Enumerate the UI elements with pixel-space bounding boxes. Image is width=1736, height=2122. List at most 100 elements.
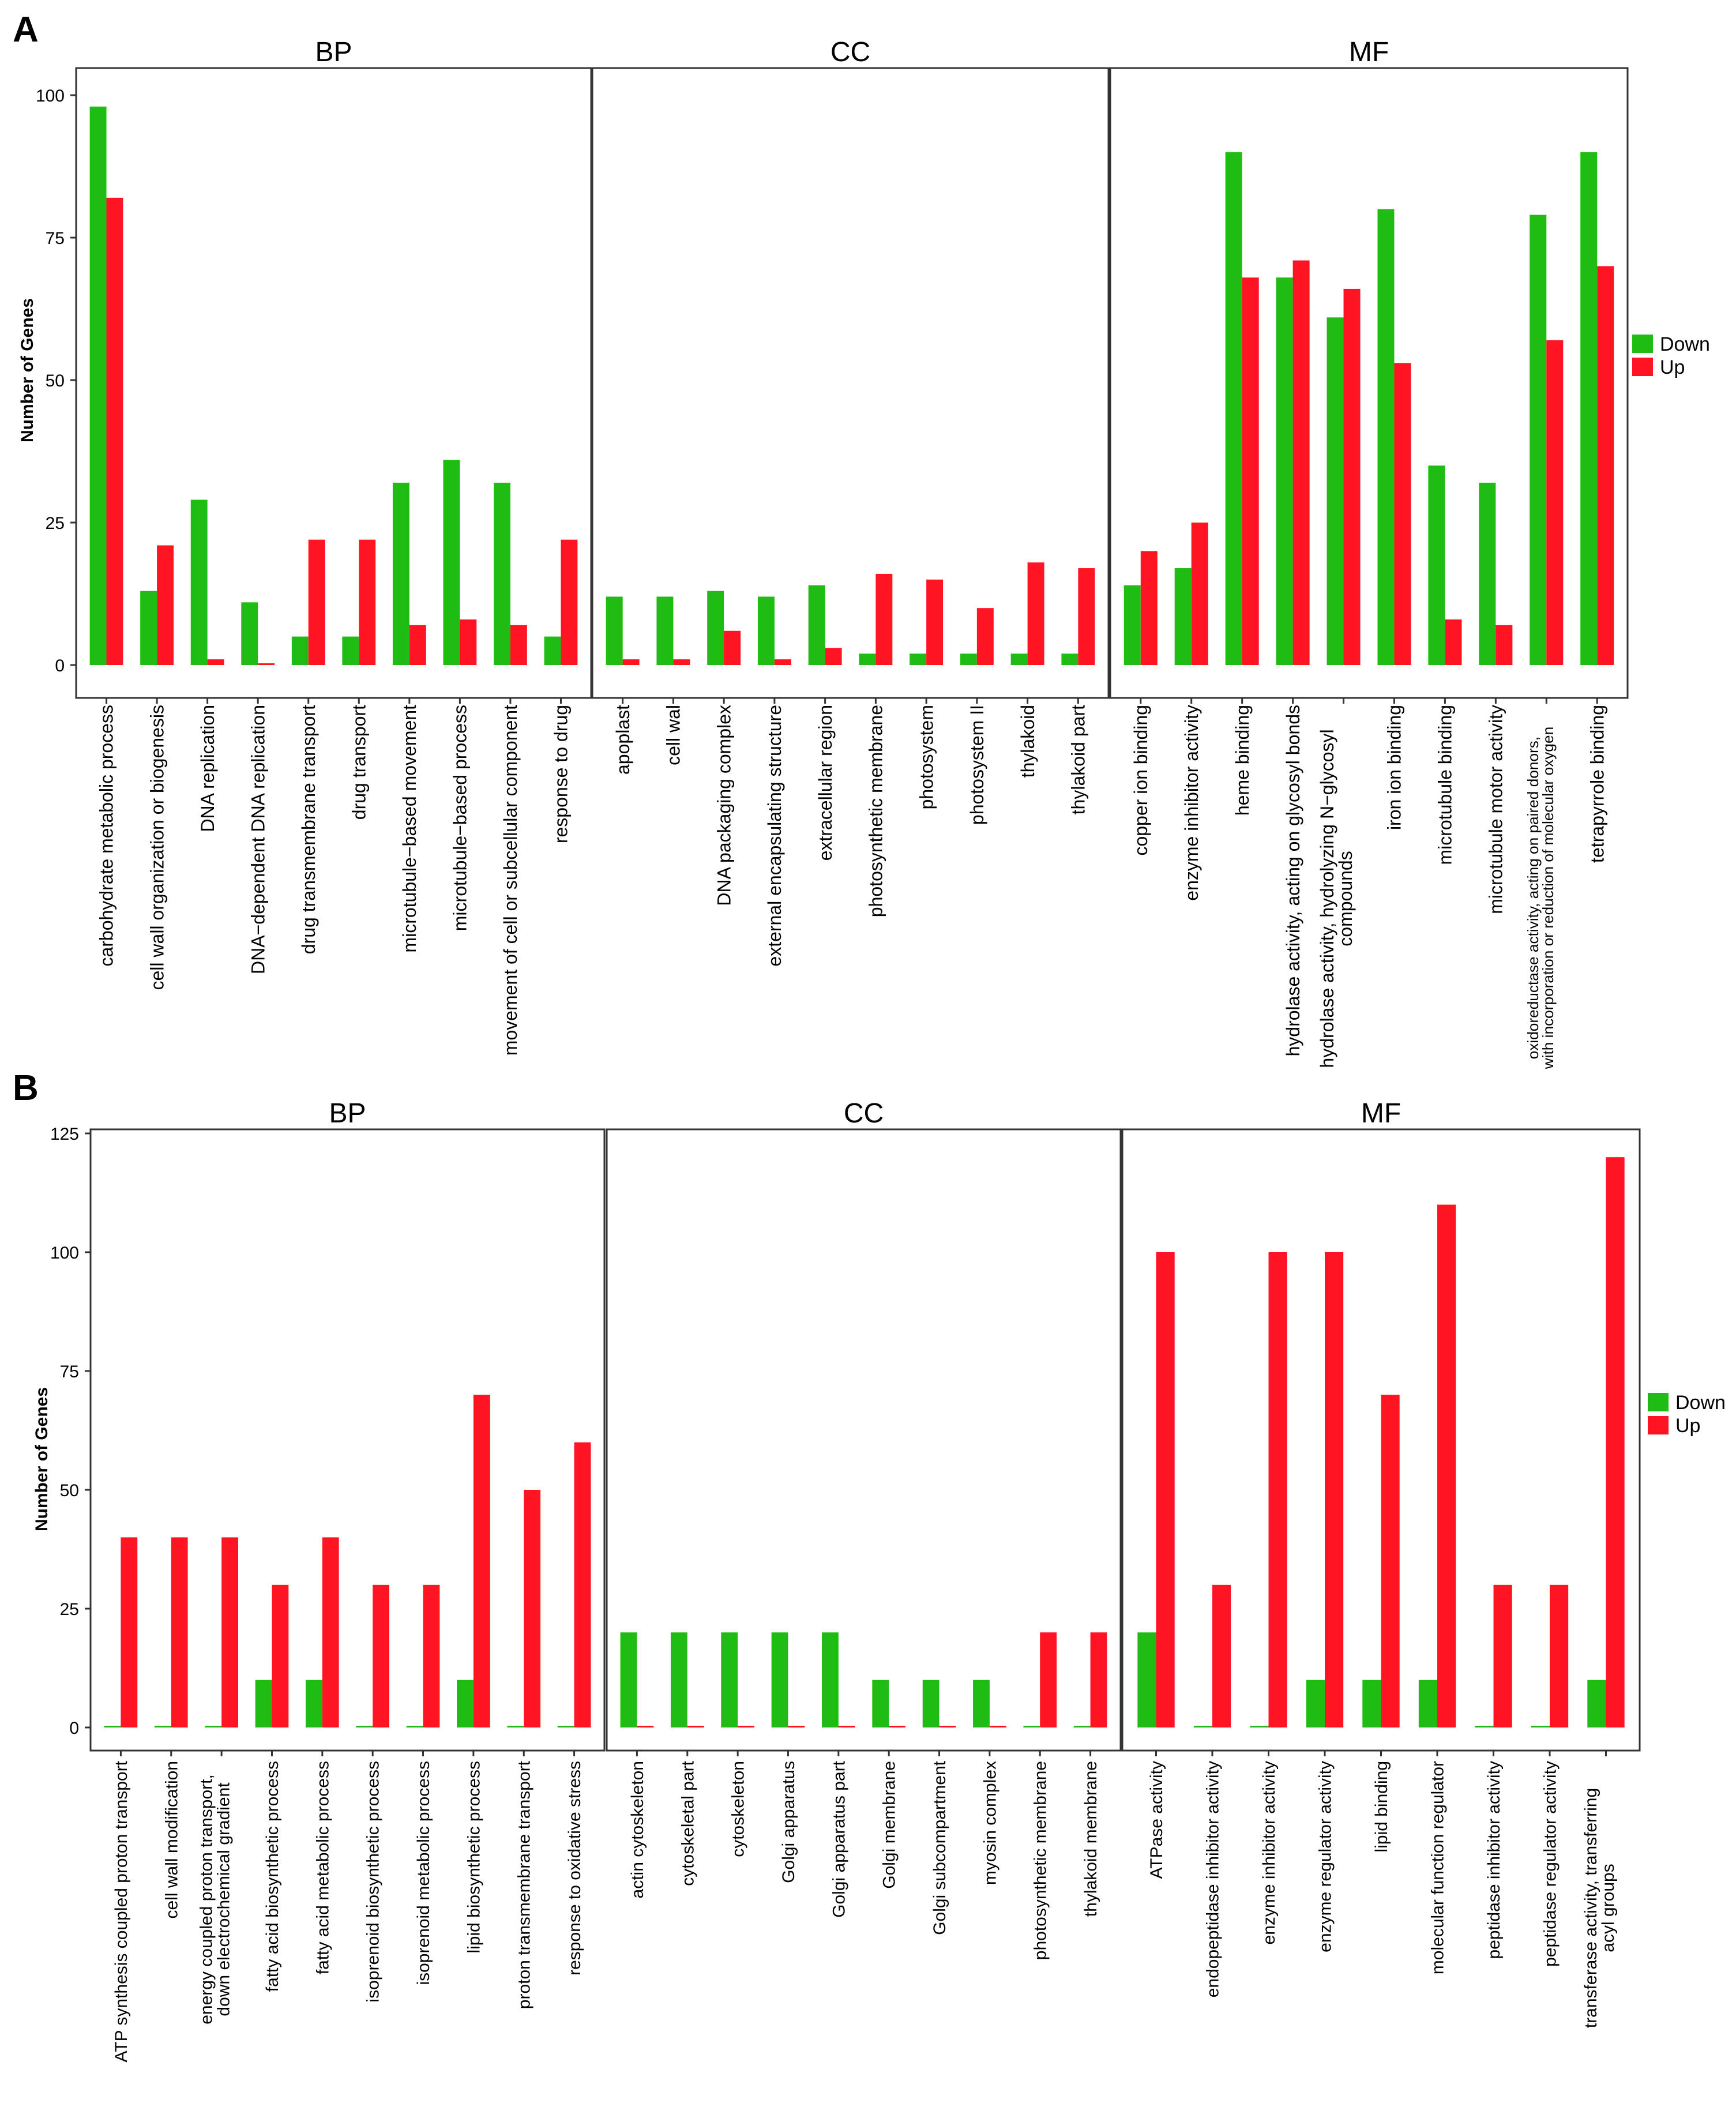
legend-label: Up	[1675, 1415, 1700, 1437]
category-label-line: energy coupled proton transport,	[197, 1774, 216, 2025]
category-label: transferase activity, transferringacyl g…	[1581, 1788, 1618, 2028]
category-label: oxidoreductase activity, acting on paire…	[1524, 727, 1557, 1070]
bar-up	[989, 1726, 1006, 1727]
category-label: photosystem	[916, 705, 937, 809]
bar-down	[190, 499, 208, 665]
y-tick-label: 75	[60, 1362, 79, 1381]
category-label: cytoskeleton	[729, 1761, 748, 1857]
facet-frame	[591, 67, 1110, 699]
bar-down	[620, 1632, 637, 1727]
bar-up	[1156, 1252, 1175, 1727]
y-tick-label: 75	[46, 229, 65, 248]
category-label: photosystem II	[967, 705, 987, 825]
y-axis-title: Number of Genes	[18, 298, 37, 442]
facet-bp: BP ATP synthesis coupled proton transport…	[89, 1098, 606, 2063]
category-label: peptidase regulator activity	[1541, 1761, 1560, 1967]
bar-up	[106, 197, 123, 666]
category-label: cell wal	[663, 705, 684, 765]
bar-down	[342, 636, 359, 665]
bar-down	[1061, 653, 1079, 665]
bar-up	[171, 1537, 188, 1727]
category-label: lipid biosynthetic process	[464, 1761, 483, 1954]
bar-down	[1137, 1632, 1156, 1727]
bar-down	[1073, 1726, 1091, 1727]
bar-down	[1475, 1726, 1494, 1727]
category-label-line: with incorporation or reduction of molec…	[1539, 727, 1557, 1070]
facet-title: BP	[315, 37, 352, 67]
category-label: iron ion binding	[1384, 705, 1405, 830]
bar-up	[308, 539, 325, 665]
legend-label: Down	[1660, 333, 1710, 355]
bar-down	[960, 653, 977, 665]
facet-mf: MF ATPase activity endopeptidase inhibitor…	[1121, 1098, 1641, 2028]
y-tick-label: 50	[46, 371, 65, 390]
facet-mf: MF copper ion binding enzyme inhibitor act…	[1109, 37, 1629, 1070]
bar-up	[774, 659, 791, 665]
bar-down	[507, 1726, 524, 1727]
category-label: Golgi apparatus part	[829, 1760, 848, 1917]
bar-down	[1531, 1726, 1550, 1727]
panel-label: B	[13, 1068, 39, 1108]
bar-down	[1362, 1680, 1381, 1727]
bar-up	[1550, 1584, 1569, 1727]
facet-title: BP	[329, 1098, 366, 1129]
category-label: enzyme regulator activity	[1316, 1761, 1335, 1952]
category-label: apoplast	[613, 705, 633, 775]
category-label-line: oxidoreductase activity, acting on paire…	[1524, 737, 1542, 1060]
bar-up	[322, 1537, 339, 1727]
bar-up	[473, 1395, 490, 1727]
category-label: photosynthetic membrane	[866, 705, 886, 917]
category-label: drug transport	[348, 705, 369, 820]
bar-down	[443, 460, 460, 665]
category-label: hydrolase activity, acting on glycosyl b…	[1283, 705, 1303, 1057]
bar-down	[1327, 317, 1344, 665]
category-label: thylakoid membrane	[1081, 1761, 1100, 1917]
bar-up	[926, 579, 944, 665]
bar-up	[637, 1726, 654, 1727]
bar-down	[557, 1726, 574, 1727]
bar-down	[721, 1632, 738, 1727]
figure-A: A Number of Genes 0 25 50 75 100 BP carbohydrate…	[13, 10, 1710, 1069]
bar-up	[889, 1726, 906, 1727]
facet-frame	[89, 1128, 606, 1752]
bar-down	[255, 1680, 272, 1727]
bar-down	[1377, 209, 1395, 666]
category-label-line: hydrolase activity, hydrolyzing N−glycos…	[1317, 729, 1337, 1068]
y-tick-label: 100	[36, 87, 65, 106]
category-label: thylakoid	[1017, 705, 1038, 778]
category-label: Golgi membrane	[880, 1761, 899, 1889]
bar-down	[1225, 152, 1242, 665]
bar-down	[1418, 1680, 1437, 1727]
bar-up	[1606, 1157, 1625, 1727]
bar-down	[1174, 568, 1192, 665]
bar-up	[373, 1584, 390, 1727]
facet-title: CC	[831, 37, 870, 67]
bar-up	[207, 659, 224, 665]
bar-down	[1010, 653, 1028, 665]
category-label: peptidase inhibitor activity	[1485, 1761, 1504, 1959]
facet-cc: CC apoplast cell wal DNA packaging complex e…	[591, 37, 1110, 967]
y-axis-title: Number of Genes	[32, 1387, 51, 1531]
y-tick-label: 0	[55, 656, 65, 675]
category-label: microtubule−based movement	[399, 705, 420, 953]
category-label: thylakoid part	[1068, 705, 1089, 814]
bar-down	[1023, 1726, 1040, 1727]
bar-up	[1212, 1584, 1231, 1727]
category-label: cell wall organization or biogenesis	[146, 705, 167, 990]
bar-up	[1437, 1204, 1456, 1727]
y-tick-label: 25	[46, 514, 65, 533]
bar-up	[1493, 1584, 1512, 1727]
bar-up	[1040, 1632, 1057, 1727]
bar-down	[104, 1726, 121, 1727]
bar-down	[457, 1680, 474, 1727]
category-label-line: acyl groups	[1599, 1864, 1618, 1952]
bar-down	[1530, 215, 1547, 666]
category-label: enzyme inhibitor activity	[1260, 1761, 1279, 1944]
category-label: DNA replication	[197, 705, 218, 832]
facet-frame	[1109, 67, 1629, 699]
legend-label: Up	[1660, 356, 1685, 378]
bar-down	[89, 106, 107, 665]
bar-up	[687, 1726, 704, 1727]
bar-up	[825, 648, 842, 665]
